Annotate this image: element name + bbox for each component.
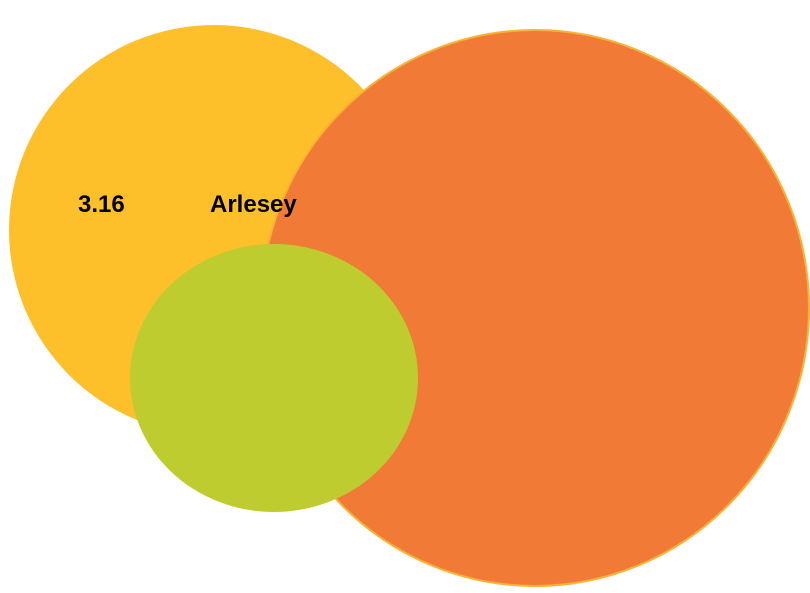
section-number: 3.16 [78, 191, 125, 218]
section-heading: 3.16 Arlesey [78, 193, 297, 217]
section-name: Arlesey [210, 191, 297, 218]
green-ellipse [130, 244, 418, 512]
